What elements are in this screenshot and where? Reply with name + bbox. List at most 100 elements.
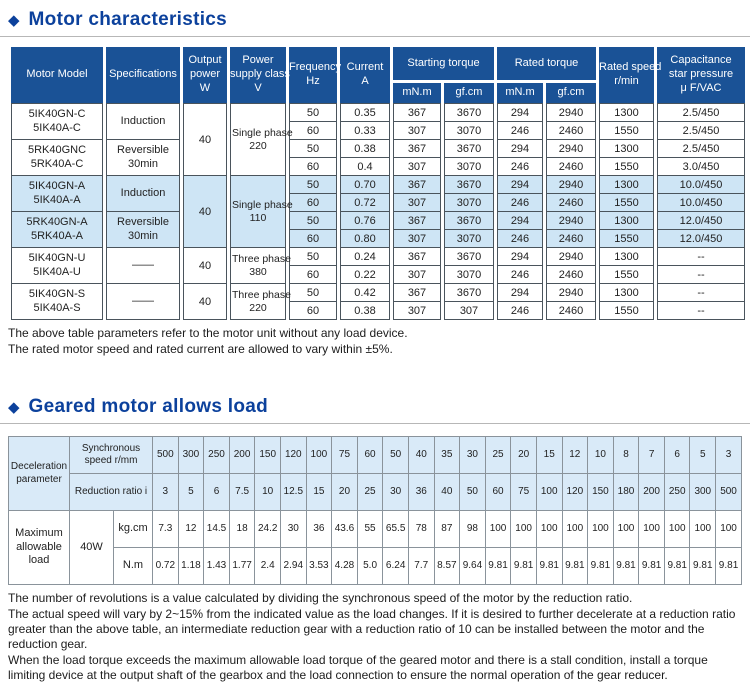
header-cell: 15 [305,473,333,511]
power-cell: 40 [183,248,227,284]
col-header-starting-torque: Starting torque [393,47,494,83]
cell: 18 [228,510,256,548]
header-cell: 6 [663,436,691,474]
freq-cell: 60 [289,266,337,284]
cell: 1550 [599,266,655,284]
col-header-gfcm: gf.cm [444,83,494,103]
row-label-sync-speed: Synchronous speed r/mm [68,436,154,474]
cell: 2.94 [279,547,307,585]
header-cell: 180 [612,473,640,511]
supply-cell: Three phase 220 [230,284,291,320]
cell: 294 [497,284,543,302]
model-cell: 5IK40GN-C 5IK40A-C [11,103,103,140]
power-cell: 40 [183,103,227,176]
cell: 9.81 [612,547,640,585]
cell: 55 [356,510,384,548]
cell: 2460 [546,194,597,212]
header-cell: 300 [177,436,205,474]
motor-characteristics-table: Motor Model Specifications Output power W … [8,47,748,320]
cell: 2.5/450 [657,140,745,158]
motor-notes: The above table parameters refer to the … [8,326,742,357]
cell: 1300 [599,284,655,302]
header-cell: 12 [561,436,589,474]
section-geared-motor-load: ◆ Geared motor allows load Deceleration … [0,387,750,683]
header-cell: 35 [433,436,461,474]
model-cell: 5IK40GN-U 5IK40A-U [11,248,103,284]
table-row: 60 0.22 307 3070 246 2460 1550 -- [11,266,745,284]
note-line: The above table parameters refer to the … [8,326,408,340]
cell: 367 [393,248,441,266]
current-cell: 0.35 [340,103,390,122]
cell: 2940 [546,212,597,230]
current-cell: 0.80 [340,230,390,248]
row-label-kgcm: kg.cm [112,510,154,548]
header-cell: 7 [638,436,665,474]
cell: 2460 [546,266,597,284]
col-header-mnm: mN.m [497,83,543,103]
kgcm-row: Maximum allowable load 40W kg.cm 7.3 12 … [8,510,742,585]
header-cell: 250 [663,473,691,511]
cell: 0.72 [152,547,179,585]
section-title: Motor characteristics [28,9,228,30]
cell: 294 [497,248,543,266]
cell: 2940 [546,140,597,158]
header-cell: 75 [331,436,358,474]
power-cell: 40 [183,176,227,248]
cell: 5.0 [356,547,384,585]
cell: 2940 [546,103,597,122]
col-header-power-supply: Power supply class V [230,47,290,103]
table-row: 5IK40GN-C 5IK40A-C Induction 40 Single ph… [11,103,745,176]
cell: 1550 [599,122,655,140]
section-title: Geared motor allows load [28,396,269,417]
section-title-row: ◆ Geared motor allows load [8,387,742,418]
col-header-gfcm: gf.cm [546,83,597,103]
cell: 3070 [444,158,494,176]
freq-cell: 60 [289,158,337,176]
model-cell: 5IK40GN-S 5IK40A-S [11,284,103,320]
cell: 100 [587,510,614,548]
header-cell: 6 [203,473,230,511]
header-cell: 120 [279,436,307,474]
cell: -- [657,302,745,320]
header-cell: 150 [254,436,281,474]
cell: 367 [393,176,441,194]
cell: 2460 [546,122,597,140]
header-cell: 120 [561,473,589,511]
row-label-nm: N.m [112,547,154,585]
cell: 3670 [444,248,494,266]
freq-cell: 50 [289,140,337,158]
header-cell: 60 [356,436,384,474]
current-cell: 0.4 [340,158,390,176]
cell: 100 [535,510,563,548]
header-cell: 500 [152,436,179,474]
current-cell: 0.72 [340,194,390,212]
header-cell: 60 [484,473,512,511]
current-cell: 0.33 [340,122,390,140]
cell: -- [657,284,745,302]
cell: 9.81 [689,547,717,585]
cell: 294 [497,140,543,158]
cell: 1300 [599,103,655,122]
header-cell: 3 [152,473,179,511]
row-label-deceleration: Deceleration parameter [8,436,70,511]
cell: 9.81 [510,547,537,585]
cell: 24.2 [254,510,281,548]
cell: 3.53 [305,547,333,585]
table-row: 60 0.4 307 3070 246 2460 1550 3.0/450 [11,158,745,176]
col-header-capacitance: Capacitance star pressure μ F/VAC [657,47,745,103]
header-cell: 20 [510,436,537,474]
header-cell: 250 [203,436,230,474]
cell: 2.5/450 [657,103,745,122]
cell: 367 [393,140,441,158]
cell: 3070 [444,230,494,248]
cell: 294 [497,103,543,122]
table-row: 60 0.80 307 3070 246 2460 1550 12.0/450 [11,230,745,248]
header-cell: 5 [177,473,205,511]
cell: 12.0/450 [657,212,745,230]
freq-cell: 60 [289,302,337,320]
cell: 1300 [599,176,655,194]
cell: 2460 [546,302,597,320]
cell: 65.5 [382,510,409,548]
cell: 246 [497,230,543,248]
